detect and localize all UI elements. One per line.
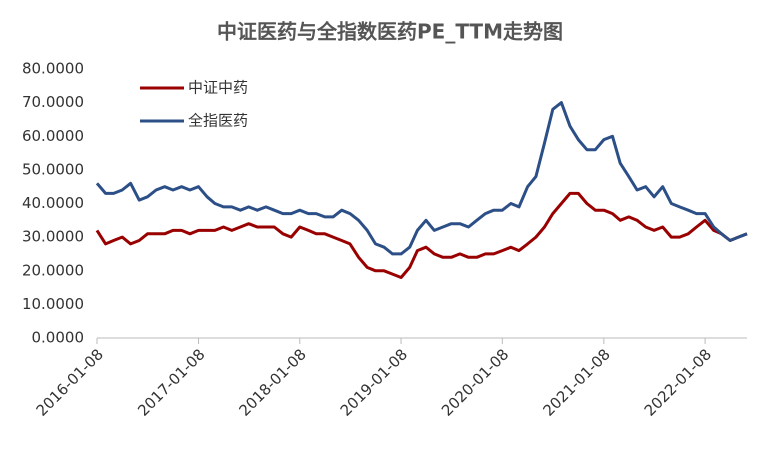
x-tick-label: 2020-01-08	[438, 345, 512, 419]
x-tick-label: 2018-01-08	[235, 345, 309, 419]
y-tick-label: 40.0000	[22, 194, 84, 212]
y-tick-label: 10.0000	[22, 295, 84, 313]
series-line	[95, 101, 748, 256]
chart-title: 中证医药与全指数医药PE_TTM走势图	[217, 20, 563, 44]
x-tick-label: 2017-01-08	[134, 345, 208, 419]
series-line	[95, 191, 748, 279]
y-tick-label: 50.0000	[22, 160, 84, 178]
y-tick-label: 30.0000	[22, 228, 84, 246]
x-tick-label: 2021-01-08	[539, 345, 613, 419]
legend-label: 全指医药	[188, 112, 248, 130]
x-tick-label: 2022-01-08	[641, 345, 715, 419]
y-tick-label: 80.0000	[22, 60, 84, 78]
x-tick-label: 2016-01-08	[33, 345, 107, 419]
y-tick-label: 70.0000	[22, 93, 84, 111]
y-tick-label: 60.0000	[22, 127, 84, 145]
y-tick-label: 0.0000	[32, 329, 85, 347]
y-tick-label: 20.0000	[22, 261, 84, 279]
legend-label: 中证中药	[188, 79, 248, 97]
x-tick-label: 2019-01-08	[337, 345, 411, 419]
